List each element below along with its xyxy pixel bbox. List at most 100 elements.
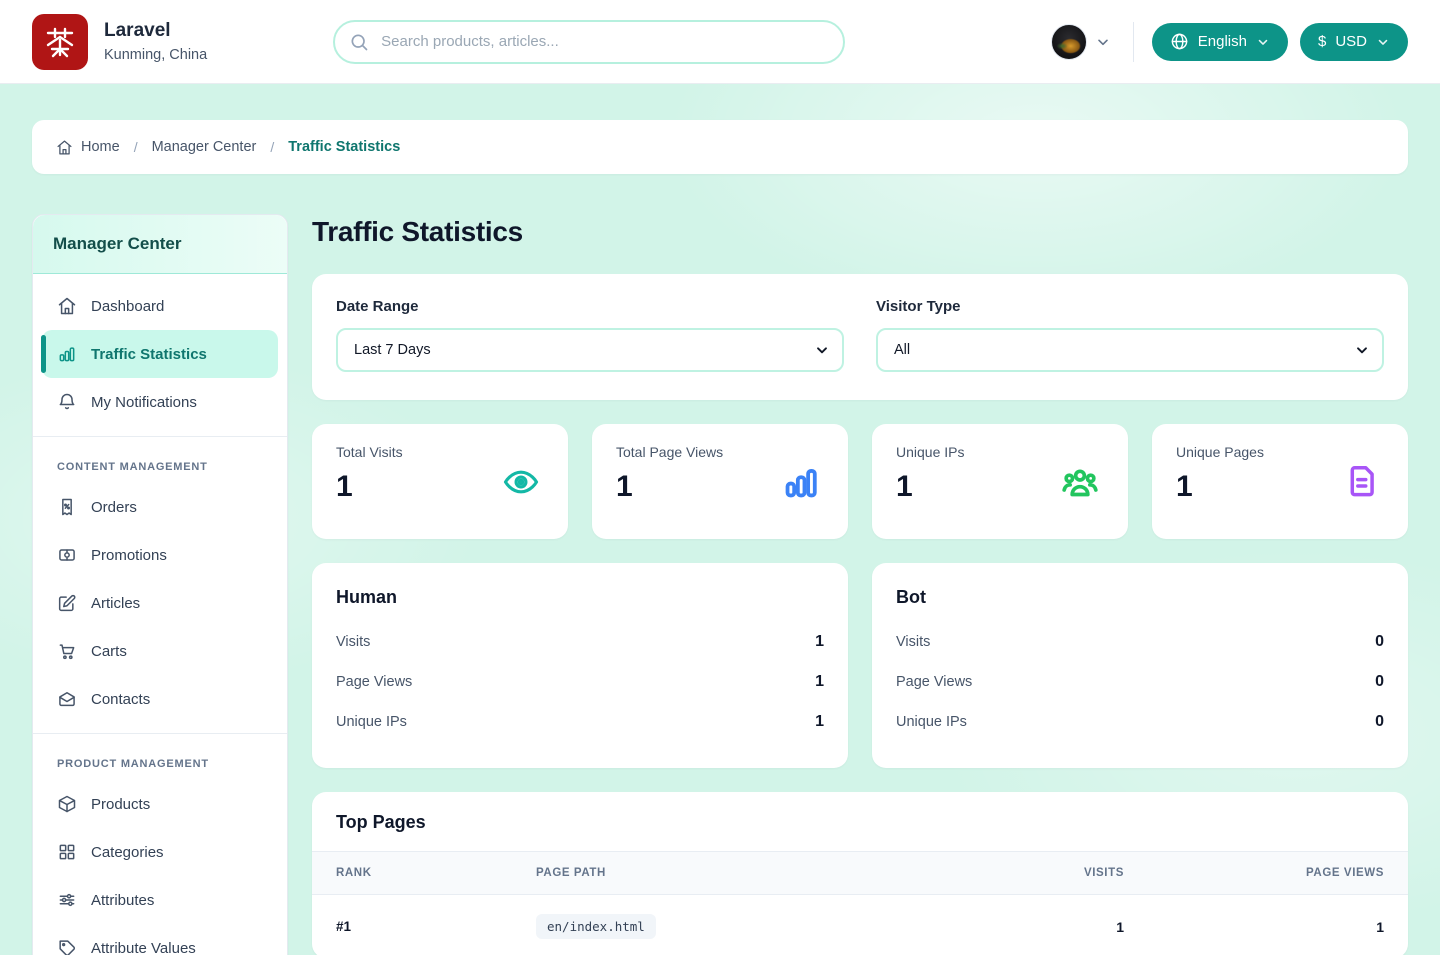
breadcrumb-manager-center-label: Manager Center bbox=[151, 139, 257, 155]
row-label: Visits bbox=[336, 634, 371, 650]
row-label: Unique IPs bbox=[896, 714, 967, 730]
stat-value: 1 bbox=[896, 470, 913, 503]
top-right-cluster: English $ USD bbox=[1050, 21, 1408, 62]
bot-page-views-row: Page Views 0 bbox=[896, 662, 1384, 702]
column-header-rank: RANK bbox=[336, 867, 372, 879]
stat-label: Total Page Views bbox=[616, 444, 724, 460]
sidebar-item-label: Contacts bbox=[91, 690, 151, 708]
avatar-chevron-down-icon[interactable] bbox=[1095, 34, 1111, 50]
language-label: English bbox=[1197, 33, 1247, 50]
row-label: Unique IPs bbox=[336, 714, 407, 730]
row-label: Page Views bbox=[336, 674, 413, 690]
sidebar-item-carts[interactable]: Carts bbox=[33, 627, 287, 675]
sidebar-item-label: My Notifications bbox=[91, 393, 197, 411]
bar-chart-icon bbox=[785, 468, 817, 497]
cart-icon bbox=[59, 644, 75, 660]
stat-label: Total Visits bbox=[336, 444, 403, 460]
visitor-type-filter: Visitor Type All bbox=[876, 298, 1384, 372]
currency-chevron-down-icon bbox=[1378, 39, 1388, 45]
sidebar-item-categories[interactable]: Categories bbox=[33, 828, 287, 876]
column-header-visits: VISITS bbox=[1083, 867, 1124, 879]
breadcrumb-home[interactable]: Home bbox=[56, 139, 120, 156]
column-header-page-path: PAGE PATH bbox=[536, 867, 606, 879]
human-page-views-row: Page Views 1 bbox=[336, 662, 824, 702]
stat-value: 1 bbox=[1176, 470, 1193, 503]
sidebar-item-promotions[interactable]: Promotions bbox=[33, 531, 287, 579]
tea-glyph-icon bbox=[46, 27, 74, 57]
tag-icon bbox=[59, 940, 76, 955]
row-value: 0 bbox=[1375, 633, 1384, 650]
sidebar-title: Manager Center bbox=[33, 215, 287, 274]
row-value: 0 bbox=[1375, 713, 1384, 730]
bar-chart-icon bbox=[59, 347, 75, 362]
sidebar-divider bbox=[33, 733, 287, 734]
currency-button[interactable]: $ USD bbox=[1299, 22, 1408, 61]
row-value: 0 bbox=[1375, 673, 1384, 690]
date-range-filter: Date Range Last 7 Days bbox=[336, 298, 844, 372]
main-content: Traffic Statistics Date Range Last 7 Day… bbox=[312, 214, 1408, 955]
app-logo[interactable] bbox=[32, 13, 88, 70]
visitor-type-select[interactable]: All bbox=[876, 328, 1384, 372]
currency-label: USD bbox=[1335, 33, 1367, 50]
page-title: Traffic Statistics bbox=[312, 216, 523, 247]
page-views-cell: 1 bbox=[1376, 918, 1384, 935]
row-label: Visits bbox=[896, 634, 931, 650]
sidebar-heading-content-management: CONTENT MANAGEMENT bbox=[57, 461, 208, 473]
sidebar-item-attribute-values[interactable]: Attribute Values bbox=[33, 924, 287, 955]
sidebar-item-products[interactable]: Products bbox=[33, 780, 287, 828]
breadcrumb-manager-center[interactable]: Manager Center bbox=[152, 139, 257, 155]
sidebar-divider bbox=[33, 436, 287, 437]
sidebar-item-label: Orders bbox=[91, 498, 137, 516]
language-button[interactable]: English bbox=[1151, 22, 1288, 61]
breadcrumb-traffic-statistics: Traffic Statistics bbox=[288, 139, 400, 155]
eye-icon bbox=[503, 470, 539, 493]
rank-cell: #1 bbox=[336, 919, 352, 934]
sidebar-item-articles[interactable]: Articles bbox=[33, 579, 287, 627]
mail-icon bbox=[59, 692, 75, 707]
search-input[interactable] bbox=[333, 19, 846, 64]
edit-icon bbox=[58, 594, 76, 612]
date-range-label: Date Range bbox=[336, 298, 419, 315]
language-chevron-down-icon bbox=[1258, 39, 1268, 45]
breadcrumb-current-label: Traffic Statistics bbox=[288, 139, 401, 155]
breakdown-row: Human Visits 1 Page Views 1 Unique IPs 1 bbox=[312, 563, 1408, 768]
stat-card-unique-pages: Unique Pages 1 bbox=[1152, 424, 1408, 539]
sidebar-item-label: Traffic Statistics bbox=[91, 345, 207, 363]
row-value: 1 bbox=[815, 673, 824, 690]
sidebar-heading-product-management: PRODUCT MANAGEMENT bbox=[57, 758, 209, 770]
stat-label: Unique IPs bbox=[896, 444, 965, 460]
receipt-icon bbox=[62, 498, 72, 516]
search-bar bbox=[333, 19, 846, 64]
visits-cell: 1 bbox=[1116, 918, 1124, 935]
sidebar-item-my-notifications[interactable]: My Notifications bbox=[33, 378, 287, 426]
sidebar-item-attributes[interactable]: Attributes bbox=[33, 876, 287, 924]
sliders-icon bbox=[59, 893, 75, 907]
search-icon bbox=[351, 34, 368, 50]
row-label: Page Views bbox=[896, 674, 973, 690]
top-pages-title: Top Pages bbox=[336, 812, 426, 832]
user-avatar[interactable] bbox=[1050, 23, 1087, 60]
sidebar-item-orders[interactable]: Orders bbox=[33, 483, 287, 531]
breadcrumb: Home / Manager Center / Traffic Statisti… bbox=[32, 120, 1408, 174]
sidebar-item-label: Products bbox=[91, 795, 151, 813]
top-pages-table: RANK PAGE PATH VISITS PAGE VIEWS #1 en/i… bbox=[312, 851, 1408, 955]
filters-card: Date Range Last 7 Days Visitor Type All bbox=[312, 274, 1408, 400]
human-unique-ips-row: Unique IPs 1 bbox=[336, 702, 824, 742]
sidebar-item-label: Articles bbox=[91, 594, 141, 612]
globe-icon bbox=[1171, 33, 1188, 50]
header-divider bbox=[1132, 21, 1134, 62]
sidebar-item-contacts[interactable]: Contacts bbox=[33, 675, 287, 723]
sidebar-item-traffic-statistics[interactable]: Traffic Statistics bbox=[41, 330, 278, 378]
row-value: 1 bbox=[815, 633, 824, 650]
brand-block: Laravel Kunming, China bbox=[104, 20, 207, 63]
sidebar-item-label: Promotions bbox=[91, 546, 167, 564]
date-range-select[interactable]: Last 7 Days bbox=[336, 328, 844, 372]
sidebar-item-label: Categories bbox=[91, 843, 164, 861]
page-path-pill: en/index.html bbox=[536, 914, 656, 939]
users-icon bbox=[1062, 468, 1098, 496]
sidebar: Manager Center Dashboard Traffic Statist… bbox=[32, 214, 288, 955]
top-bar: Laravel Kunming, China English $ USD bbox=[0, 0, 1440, 84]
sidebar-item-dashboard[interactable]: Dashboard bbox=[33, 282, 287, 330]
bot-unique-ips-row: Unique IPs 0 bbox=[896, 702, 1384, 742]
table-header-row: RANK PAGE PATH VISITS PAGE VIEWS bbox=[312, 851, 1408, 895]
